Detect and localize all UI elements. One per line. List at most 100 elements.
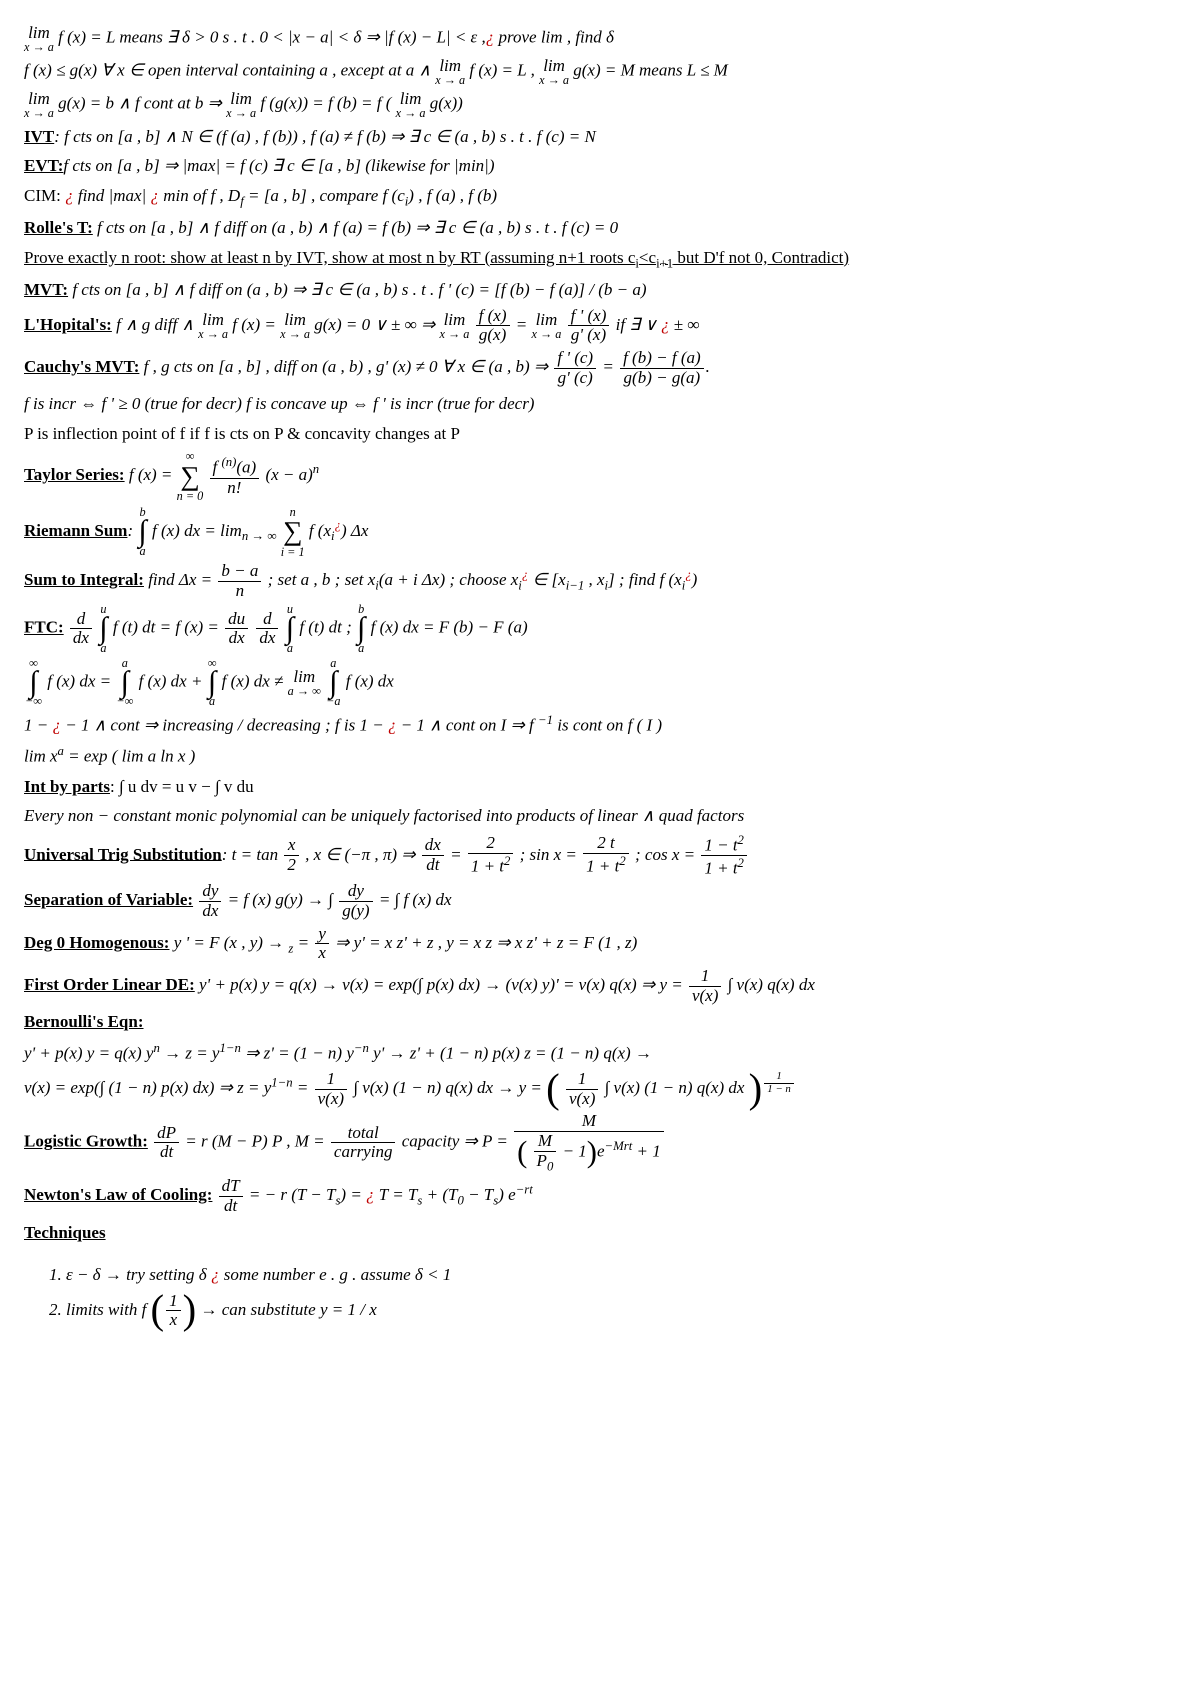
- label-uts: Universal Trig Substitution: [24, 844, 222, 863]
- line-bern-2: v(x) = exp(∫ (1 − n) p(x) dx) ⇒ z = y1−n…: [24, 1070, 1176, 1108]
- red-glyph: ¿: [661, 315, 670, 334]
- paren-left: (: [546, 1071, 560, 1108]
- line-logistic: Logistic Growth: dPdt = r (M − P) P , M …: [24, 1112, 1176, 1173]
- text: min of f , D: [159, 186, 240, 205]
- frac: f (b) − f (a)g(b) − g(a): [620, 349, 704, 387]
- text: but D'f not 0, Contradict): [673, 248, 849, 267]
- label-ftc: FTC:: [24, 618, 64, 637]
- line-lhopital: L'Hopital's: f ∧ g diff ∧ limx → a f (x)…: [24, 307, 1176, 345]
- text: , find δ: [563, 28, 614, 47]
- label-ibp: Int by parts: [24, 777, 110, 796]
- frac: f (x)g(x): [476, 307, 510, 345]
- frac-logistic: M ( MP0 − 1)e−Mrt + 1: [514, 1112, 664, 1173]
- line-newton: Newton's Law of Cooling: dTdt = − r (T −…: [24, 1177, 1176, 1215]
- line-bern-1: y' + p(x) y = q(x) yn → z = y1−n ⇒ z' = …: [24, 1039, 1176, 1066]
- text: f cts on [a , b] ∧ f diff on (a , b) ⇒ ∃…: [68, 280, 647, 299]
- line-riemann: Riemann Sum: b∫a f (x) dx = limn → ∞ n∑i…: [24, 506, 1176, 558]
- label-deg0: Deg 0 Homogenous:: [24, 933, 169, 952]
- line-ibp: Int by parts: ∫ u dv = u v − ∫ v du: [24, 774, 1176, 800]
- line-mvt: MVT: f cts on [a , b] ∧ f diff on (a , b…: [24, 277, 1176, 303]
- text: f cts on [a , b] ⇒ |max| = f (c) ∃ c ∈ […: [63, 156, 494, 175]
- label-bern: Bernoulli's Eqn:: [24, 1012, 144, 1031]
- label-taylor: Taylor Series:: [24, 465, 125, 484]
- text: f (g(x)) = f (b) = f (: [260, 94, 391, 113]
- text: ± ∞: [670, 315, 700, 334]
- lim-top: lim: [24, 24, 54, 41]
- line-fol: First Order Linear DE: y' + p(x) y = q(x…: [24, 967, 1176, 1005]
- line-rolle: Rolle's T: f cts on [a , b] ∧ f diff on …: [24, 215, 1176, 241]
- text: = [a , b] , compare f (c: [244, 186, 405, 205]
- line-limxa: lim xa = exp ( lim a ln x ): [24, 742, 1176, 769]
- label-cim: CIM:: [24, 186, 65, 205]
- label-lhop: L'Hopital's:: [24, 315, 112, 334]
- text: g(x)): [430, 94, 463, 113]
- line-deg0: Deg 0 Homogenous: y ' = F (x , y) → z = …: [24, 925, 1176, 963]
- line-techniques-heading: Techniques: [24, 1220, 1176, 1246]
- frac: f ' (c)g' (c): [554, 349, 596, 387]
- line-composition: limx → a g(x) = b ∧ f cont at b ⇒ limx →…: [24, 90, 1176, 119]
- label-techniques: Techniques: [24, 1223, 106, 1242]
- text: f , g cts on [a , b] , diff on (a , b) ,…: [139, 357, 552, 376]
- line-bern-label: Bernoulli's Eqn:: [24, 1009, 1176, 1035]
- label-riemann: Riemann Sum: [24, 521, 127, 540]
- sum-stack: ∞∑n = 0: [177, 450, 204, 502]
- line-improper-int: ∞∫−∞ f (x) dx = a∫−∞ f (x) dx + ∞∫a f (x…: [24, 658, 1176, 708]
- text: P is inflection point of f if f is cts o…: [24, 424, 460, 443]
- text: if ∃ ∨: [616, 315, 661, 334]
- label-sti: Sum to Integral:: [24, 570, 144, 589]
- technique-2: limits with f (1x) → can substitute y = …: [66, 1292, 1176, 1330]
- label-ivt: IVT: [24, 127, 54, 146]
- line-limit-def: limx → a f (x) = L means ∃ δ > 0 s . t .…: [24, 24, 1176, 53]
- line-incr: f is incr ⇔ f ' ≥ 0 (true for decr) f is…: [24, 391, 1176, 417]
- line-ftc: FTC: ddx u∫a f (t) dt = f (x) = dudx ddx…: [24, 604, 1176, 654]
- text: ) , f (a) , f (b): [408, 186, 497, 205]
- text: g(x) = 0 ∨ ± ∞ ⇒: [314, 315, 439, 334]
- text: find Δx =: [144, 570, 216, 589]
- red-glyph: ¿: [486, 28, 495, 47]
- frac: f (n)(a)n!: [210, 455, 260, 497]
- lim-stack: limx → a: [539, 57, 569, 86]
- lim-stack: limx → a: [435, 57, 465, 86]
- line-cim: CIM: ¿ find |max| ¿ min of f , Df = [a ,…: [24, 183, 1176, 212]
- line-taylor: Taylor Series: f (x) = ∞∑n = 0 f (n)(a)n…: [24, 450, 1176, 502]
- lim-bot: x → a: [24, 41, 54, 53]
- paren-right: ): [749, 1071, 763, 1108]
- label-evt: EVT:: [24, 156, 63, 175]
- text: : ∫ u dv = u v − ∫ v du: [110, 777, 254, 796]
- line-squeeze: f (x) ≤ g(x) ∀ x ∈ open interval contain…: [24, 57, 1176, 86]
- line-uts: Universal Trig Substitution: t = tan x2 …: [24, 833, 1176, 879]
- text: f is incr ⇔ f ' ≥ 0 (true for decr) f is…: [24, 394, 534, 413]
- text: f ∧ g diff ∧: [112, 315, 198, 334]
- label-newton: Newton's Law of Cooling:: [24, 1185, 212, 1204]
- frac: f ' (x)g' (x): [568, 307, 610, 345]
- line-prove-n: Prove exactly n root: show at least n by…: [24, 245, 1176, 274]
- sup: n: [313, 463, 319, 477]
- label-rolle: Rolle's T:: [24, 218, 93, 237]
- text: Prove exactly n root: show at least n by…: [24, 248, 635, 267]
- line-sov: Separation of Variable: dydx = f (x) g(y…: [24, 882, 1176, 920]
- text: : f cts on [a , b] ∧ N ∈ (f (a) , f (b))…: [54, 127, 596, 146]
- red-glyph: ¿: [65, 186, 74, 205]
- text: g(x) = M means L ≤ M: [573, 61, 728, 80]
- techniques-list: ε − δ → try setting δ ¿ some number e . …: [24, 1262, 1176, 1330]
- line-evt: EVT:f cts on [a , b] ⇒ |max| = f (c) ∃ c…: [24, 153, 1176, 179]
- int-stack: b∫a: [138, 507, 146, 557]
- label-cmvt: Cauchy's MVT:: [24, 357, 139, 376]
- text: f (x) ≤ g(x) ∀ x ∈ open interval contain…: [24, 61, 435, 80]
- label-fol: First Order Linear DE:: [24, 975, 195, 994]
- line-inflection: P is inflection point of f if f is cts o…: [24, 421, 1176, 447]
- line-ivt: IVT: f cts on [a , b] ∧ N ∈ (f (a) , f (…: [24, 124, 1176, 150]
- text: f (x) =: [232, 315, 280, 334]
- text: prove lim: [494, 28, 562, 47]
- line-poly: Every non − constant monic polynomial ca…: [24, 803, 1176, 829]
- label-logistic: Logistic Growth:: [24, 1132, 148, 1151]
- label-sov: Separation of Variable:: [24, 890, 193, 909]
- technique-1: ε − δ → try setting δ ¿ some number e . …: [66, 1262, 1176, 1288]
- line-one-to-one: 1 − ¿ − 1 ∧ cont ⇒ increasing / decreasi…: [24, 711, 1176, 738]
- text: f cts on [a , b] ∧ f diff on (a , b) ∧ f…: [93, 218, 618, 237]
- text: g(x) = b ∧ f cont at b ⇒: [58, 94, 226, 113]
- red-glyph: ¿: [150, 186, 159, 205]
- text: f (x) = L ,: [469, 61, 539, 80]
- line-cauchy-mvt: Cauchy's MVT: f , g cts on [a , b] , dif…: [24, 349, 1176, 387]
- line-sum-to-integral: Sum to Integral: find Δx = b − an ; set …: [24, 562, 1176, 600]
